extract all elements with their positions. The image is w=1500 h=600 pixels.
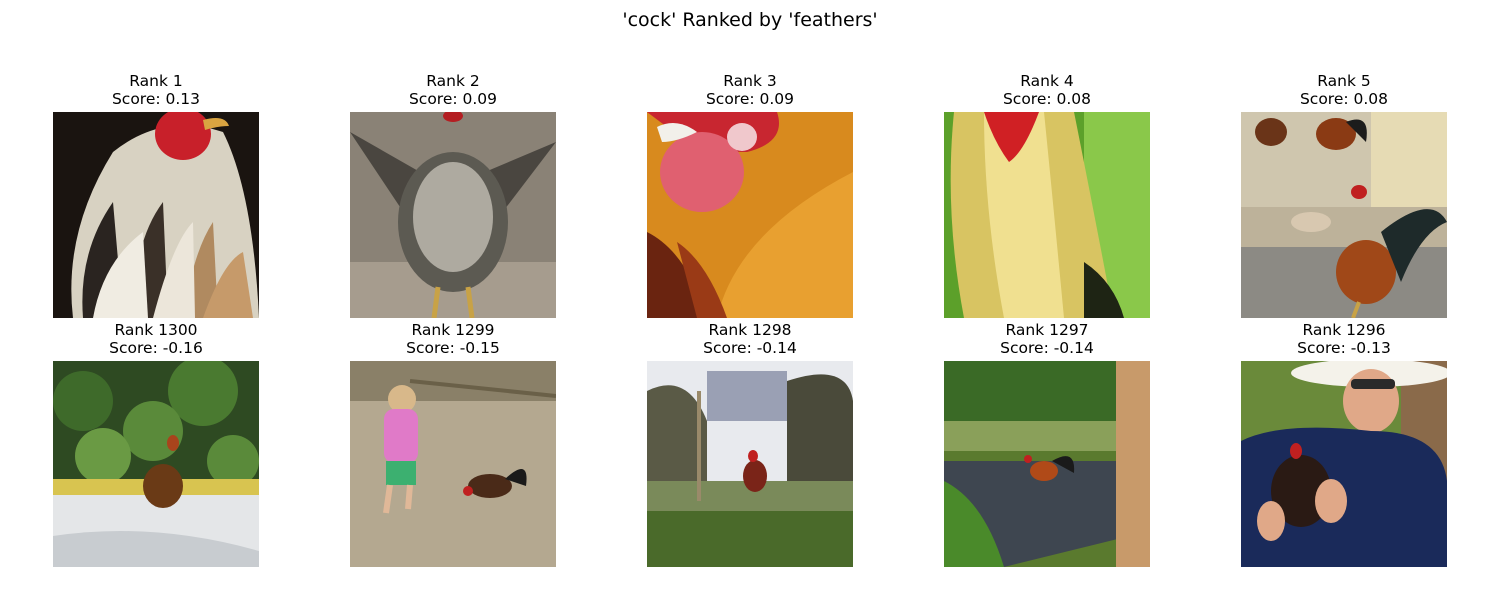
panel-rank: Rank 1299 (411, 321, 495, 339)
panel-score: Score: -0.14 (1000, 339, 1094, 357)
figure-title: 'cock' Ranked by 'feathers' (622, 9, 878, 31)
panel-9: Rank 1297 Score: -0.14 (944, 321, 1150, 567)
photo-rooster-yellow-hackles (944, 112, 1150, 318)
panel-score: Score: 0.08 (1299, 90, 1389, 108)
panel-rank: Rank 1300 (114, 321, 198, 339)
panel-rank: Rank 1296 (1302, 321, 1386, 339)
panel-5: Rank 5 Score: 0.08 (1241, 72, 1447, 318)
photo-roosters-on-pavement (1241, 112, 1447, 318)
photo-child-and-rooster (350, 361, 556, 567)
panel-score: Score: -0.15 (406, 339, 500, 357)
panel-6: Rank 1300 Score: -0.16 (53, 321, 259, 567)
photo-rooster-on-road (944, 361, 1150, 567)
panel-1: Rank 1 Score: 0.13 (53, 72, 259, 318)
panel-score: Score: -0.14 (703, 339, 797, 357)
photo-rooster-orange-feathers (647, 112, 853, 318)
photo-man-holding-rooster (1241, 361, 1447, 567)
panel-rank: Rank 5 (1317, 72, 1371, 90)
photo-rooster-closeup (53, 112, 259, 318)
panel-score: Score: -0.13 (1297, 339, 1391, 357)
panel-score: Score: 0.13 (111, 90, 201, 108)
panel-rank: Rank 3 (723, 72, 777, 90)
panel-rank: Rank 4 (1020, 72, 1074, 90)
panel-score: Score: -0.16 (109, 339, 203, 357)
panel-3: Rank 3 Score: 0.09 (647, 72, 853, 318)
panel-score: Score: 0.08 (1002, 90, 1092, 108)
panel-8: Rank 1298 Score: -0.14 (647, 321, 853, 567)
panel-score: Score: 0.09 (408, 90, 498, 108)
panel-rank: Rank 1298 (708, 321, 792, 339)
panel-rank: Rank 1297 (1005, 321, 1089, 339)
photo-speckled-hen (350, 112, 556, 318)
panel-rank: Rank 1 (129, 72, 183, 90)
panel-4: Rank 4 Score: 0.08 (944, 72, 1150, 318)
panel-10: Rank 1296 Score: -0.13 (1241, 321, 1447, 567)
panel-score: Score: 0.09 (705, 90, 795, 108)
panel-2: Rank 2 Score: 0.09 (350, 72, 556, 318)
panel-7: Rank 1299 Score: -0.15 (350, 321, 556, 567)
photo-rooster-in-garden (53, 361, 259, 567)
photo-rooster-by-fence (647, 361, 853, 567)
panel-rank: Rank 2 (426, 72, 480, 90)
